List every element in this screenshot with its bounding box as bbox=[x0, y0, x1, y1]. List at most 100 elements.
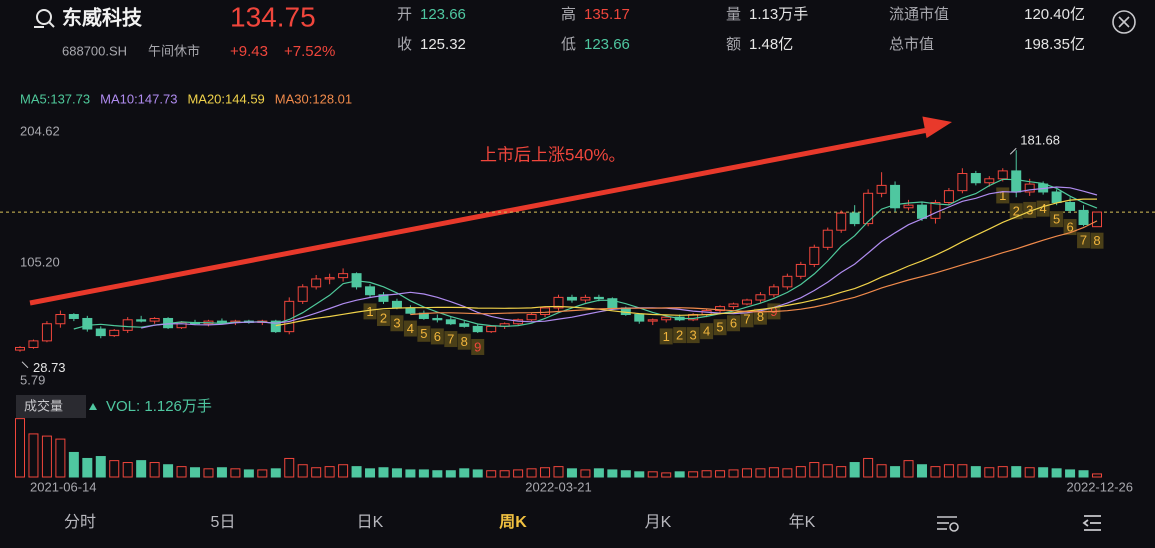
volume-bar bbox=[553, 466, 564, 478]
period-tab[interactable]: 周K bbox=[499, 513, 527, 531]
td-box bbox=[686, 327, 700, 344]
td-label: 7 bbox=[743, 312, 750, 327]
candle-body bbox=[1051, 191, 1062, 204]
volume-bar bbox=[284, 457, 295, 478]
settings-icon[interactable] bbox=[937, 516, 959, 532]
td-box bbox=[444, 331, 458, 348]
stock-name: 东威科技 bbox=[62, 5, 143, 29]
volume-bar bbox=[28, 433, 39, 478]
volume-bar bbox=[566, 468, 577, 478]
volume-bar bbox=[795, 466, 806, 478]
td-box bbox=[659, 328, 673, 345]
td-label: 2 bbox=[676, 328, 683, 343]
price-change-pct: +7.52% bbox=[284, 43, 335, 60]
candle-body bbox=[943, 190, 954, 204]
candle-body bbox=[136, 319, 147, 322]
y-tick-label: 105.20 bbox=[20, 254, 60, 269]
td-box bbox=[471, 338, 485, 355]
period-tab[interactable]: 年K bbox=[789, 513, 816, 531]
volume-bar bbox=[459, 468, 470, 478]
td-box bbox=[1050, 211, 1064, 228]
volume-tag[interactable] bbox=[16, 395, 86, 418]
td-label: 4 bbox=[703, 324, 710, 339]
x-tick-label: 2022-12-26 bbox=[1067, 479, 1134, 494]
candle-body bbox=[432, 317, 443, 321]
volume-bar bbox=[82, 457, 93, 478]
td-label: 1 bbox=[999, 188, 1006, 203]
volume-bar bbox=[849, 462, 860, 478]
td-label: 3 bbox=[393, 316, 400, 331]
candle-body bbox=[68, 314, 79, 319]
td-box bbox=[753, 308, 767, 325]
candle-body bbox=[822, 229, 833, 248]
volume-bar bbox=[1011, 466, 1022, 478]
candle-body bbox=[95, 328, 106, 337]
y-tick-label: 5.79 bbox=[20, 372, 45, 387]
candle-body bbox=[849, 212, 860, 225]
candle-body bbox=[1092, 211, 1102, 228]
candle-body bbox=[338, 273, 349, 279]
ma-legend: MA20:144.59 bbox=[187, 91, 264, 106]
td-box bbox=[1036, 200, 1050, 217]
period-tab[interactable]: 5日 bbox=[211, 514, 236, 531]
period-tabs: 分时 5日 日K 周K 月K 年K bbox=[64, 513, 816, 531]
volume-bar bbox=[41, 435, 52, 478]
candle-body bbox=[459, 323, 470, 327]
td-label: 8 bbox=[461, 334, 468, 349]
stat-label: 开 bbox=[397, 6, 412, 23]
volume-bar bbox=[943, 464, 954, 478]
volume-bar bbox=[176, 466, 187, 478]
td-label: 6 bbox=[1066, 219, 1073, 234]
volume-bar bbox=[809, 462, 820, 478]
candle-body bbox=[580, 296, 591, 301]
volume-bar bbox=[68, 451, 79, 478]
volume-bar bbox=[391, 468, 402, 478]
min-label: 28.73 bbox=[33, 360, 66, 375]
td-box bbox=[376, 309, 390, 326]
volume-bar bbox=[540, 467, 551, 478]
volume-bar bbox=[580, 469, 591, 478]
td-box bbox=[740, 311, 754, 328]
menu-icon[interactable] bbox=[1082, 515, 1101, 531]
volume-bar bbox=[782, 468, 793, 478]
candle-body bbox=[1078, 209, 1089, 225]
candle-body bbox=[472, 325, 483, 333]
search-icon[interactable] bbox=[34, 9, 55, 28]
td-label: 6 bbox=[730, 316, 737, 331]
candle-body bbox=[957, 173, 968, 192]
candle-body bbox=[930, 202, 941, 219]
volume-bar bbox=[15, 418, 25, 478]
volume-bar bbox=[136, 460, 147, 478]
td-box bbox=[727, 315, 741, 332]
y-tick-label: 204.62 bbox=[20, 123, 60, 138]
period-tab[interactable]: 分时 bbox=[64, 513, 96, 531]
volume-bar bbox=[647, 471, 658, 478]
ma-legend: MA10:147.73 bbox=[100, 91, 177, 106]
candle-body bbox=[486, 325, 497, 333]
volume-bar bbox=[418, 469, 429, 478]
candle-body bbox=[970, 173, 981, 184]
volume-bar bbox=[1051, 468, 1062, 478]
td-label: 5 bbox=[420, 326, 427, 341]
candle-body bbox=[324, 277, 335, 280]
x-tick-label: 2022-03-21 bbox=[525, 479, 592, 494]
candle-body bbox=[365, 286, 376, 296]
volume-legend: VOL: 1.126万手 bbox=[106, 398, 212, 415]
volume-bar bbox=[863, 457, 874, 478]
candle-body bbox=[311, 278, 322, 288]
volume-bar bbox=[755, 468, 766, 478]
stat-value: 1.13万手 bbox=[749, 6, 808, 23]
candle-body bbox=[863, 192, 874, 225]
period-tab[interactable]: 日K bbox=[357, 514, 384, 531]
close-button[interactable] bbox=[1112, 10, 1136, 34]
td-label: 4 bbox=[407, 321, 414, 336]
stat-label: 额 bbox=[726, 36, 741, 53]
volume-bar bbox=[432, 470, 443, 478]
volume-bar bbox=[593, 468, 604, 478]
max-pointer bbox=[1009, 147, 1017, 155]
volume-bar bbox=[378, 467, 389, 478]
ma-legend: MA5:137.73 bbox=[20, 91, 90, 106]
period-tab[interactable]: 月K bbox=[645, 514, 672, 531]
